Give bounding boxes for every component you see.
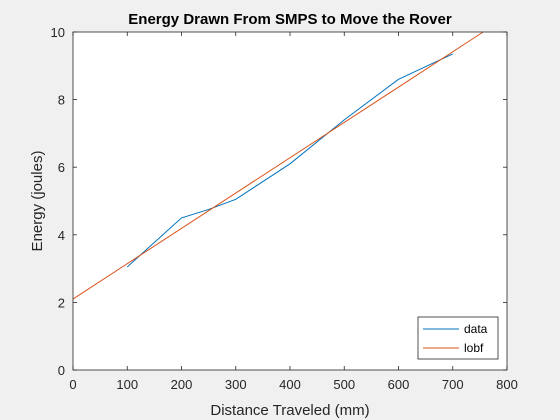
x-tick-label: 800	[496, 377, 518, 392]
y-axis-label: Energy (joules)	[29, 151, 46, 252]
y-tick-label: 6	[58, 160, 65, 175]
x-tick-label: 500	[333, 377, 355, 392]
legend-label-data: data	[464, 322, 488, 336]
y-tick-label: 10	[51, 25, 65, 40]
x-tick-label: 700	[442, 377, 464, 392]
legend-box	[417, 316, 499, 360]
series-line-lobf	[72, 31, 484, 300]
y-tick-label: 2	[58, 295, 65, 310]
legend-label-lobf: lobf	[464, 341, 484, 355]
y-tick-label: 4	[58, 228, 65, 243]
series-line-data	[126, 53, 453, 268]
x-tick-label: 200	[171, 377, 193, 392]
y-tick-label: 0	[58, 363, 65, 378]
y-tick-label: 8	[58, 93, 65, 108]
legend: data lobf	[417, 316, 499, 360]
x-tick-label: 100	[116, 377, 138, 392]
x-tick-label: 600	[388, 377, 410, 392]
x-tick-label: 0	[69, 377, 76, 392]
x-axis-label: Distance Traveled (mm)	[210, 402, 369, 419]
plot-area	[73, 32, 507, 370]
x-tick-label: 300	[225, 377, 247, 392]
x-tick-label: 400	[279, 377, 301, 392]
series-layer	[72, 31, 484, 300]
axes-layer: 0 100 200 300 400 500 600 700 800 0 2 4 6 8 10	[51, 25, 518, 392]
chart-title: Energy Drawn From SMPS to Move the Rover	[128, 11, 452, 28]
